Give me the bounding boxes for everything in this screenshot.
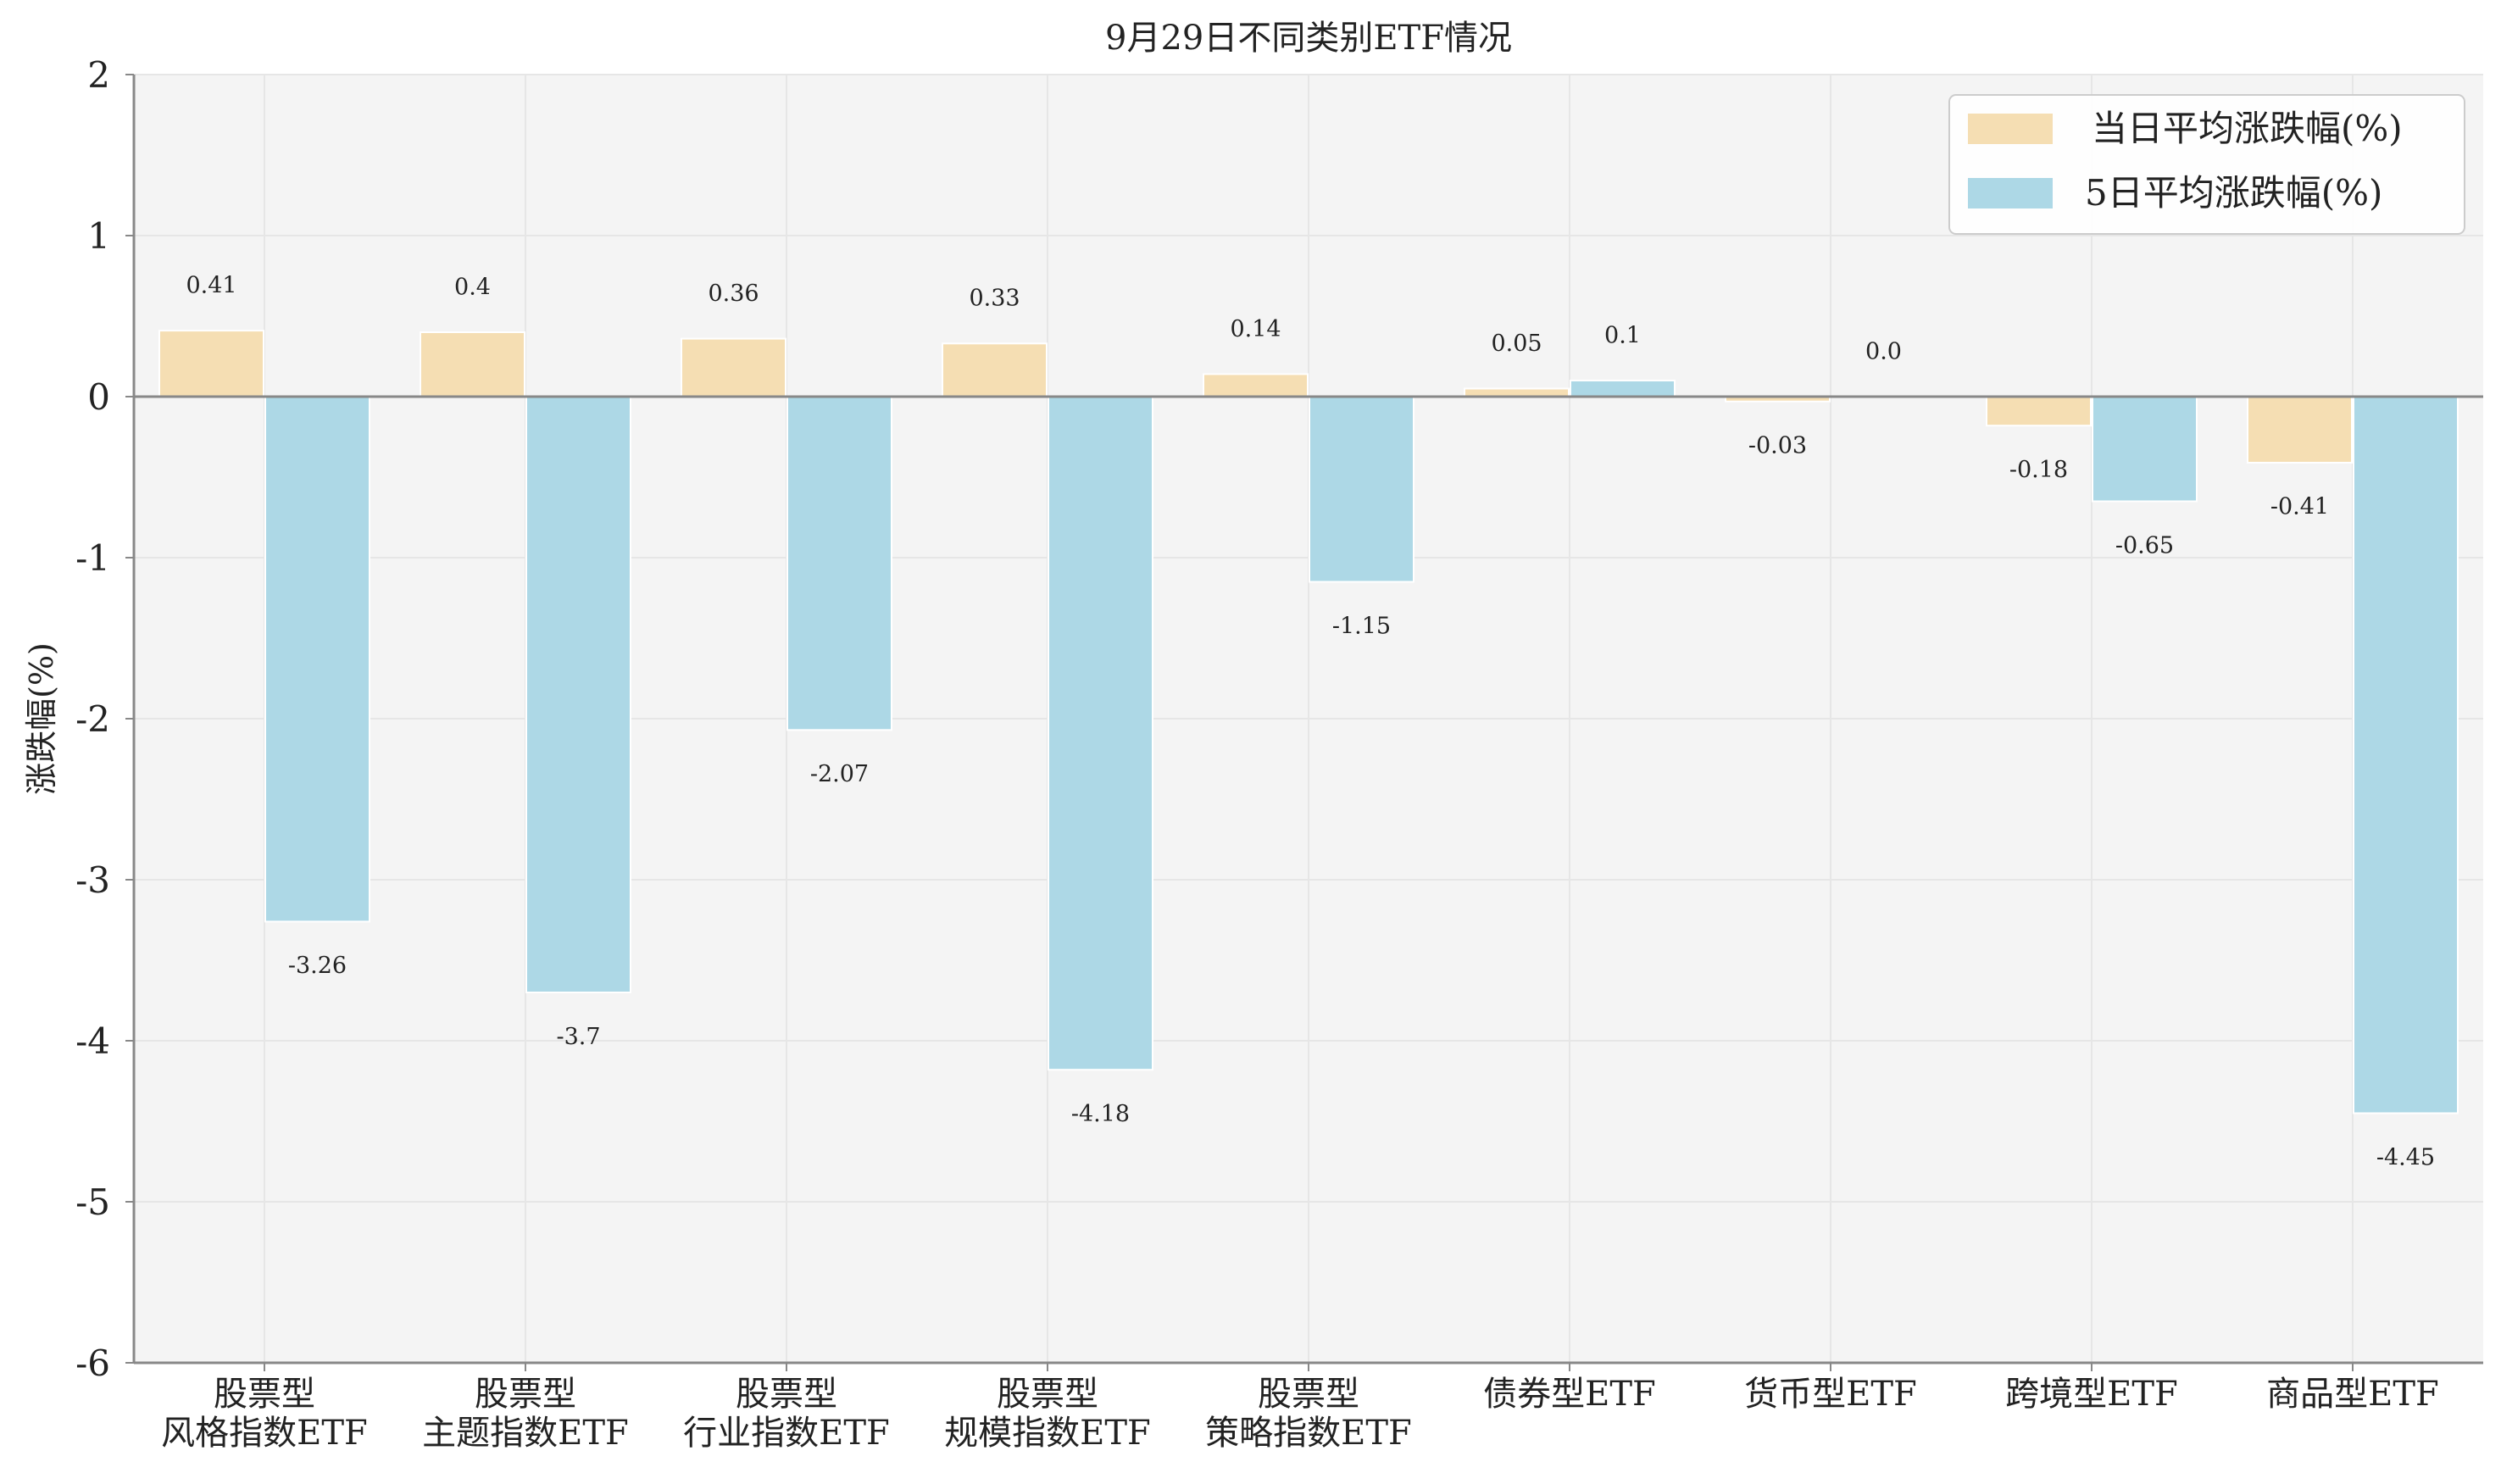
bar-series-1-cat-3 (1048, 396, 1153, 1071)
x-tick-label-1: 股票型主题指数ETF (422, 1375, 629, 1453)
data-label-series-0-cat-6: -0.03 (1748, 433, 1807, 459)
bar-series-0-cat-3 (942, 342, 1048, 397)
legend-swatch-daily (1968, 114, 2053, 144)
x-tick-label-line-3-0: 股票型 (997, 1375, 1098, 1414)
bar-series-0-cat-7 (1986, 396, 2092, 427)
legend-label-5day: 5日平均涨跌幅(%) (2085, 172, 2382, 214)
bar-series-1-cat-1 (525, 396, 631, 993)
x-tick-label-5: 债券型ETF (1483, 1375, 1656, 1414)
x-tick-label-line-0-1: 风格指数ETF (161, 1414, 368, 1453)
axes-layer: 210-1-2-3-4-5-6股票型风格指数ETF股票型主题指数ETF股票型行业… (75, 54, 2483, 1453)
x-tick-label-line-8-0: 商品型ETF (2266, 1375, 2439, 1414)
x-tick-label-3: 股票型规模指数ETF (944, 1375, 1151, 1453)
x-tick-label-line-1-0: 股票型 (475, 1375, 576, 1414)
y-tick-label-3: -1 (75, 537, 110, 579)
chart-title: 9月29日不同类别ETF情况 (1105, 19, 1512, 58)
bar-series-0-cat-4 (1203, 373, 1309, 397)
data-label-series-1-cat-8: -4.45 (2376, 1144, 2435, 1170)
legend-swatch-5day (1968, 178, 2053, 208)
data-label-series-1-cat-6: 0.0 (1865, 338, 1902, 364)
x-tick-label-7: 跨境型ETF (2005, 1375, 2178, 1414)
y-tick-label-1: 1 (87, 215, 110, 257)
y-tick-label-6: -4 (75, 1020, 110, 1062)
data-label-series-0-cat-1: 0.4 (454, 274, 491, 300)
bar-series-0-cat-8 (2247, 396, 2353, 464)
data-label-series-0-cat-4: 0.14 (1230, 316, 1281, 342)
x-tick-label-line-4-0: 股票型 (1258, 1375, 1359, 1414)
legend-box (1948, 94, 2465, 235)
x-tick-label-line-0-0: 股票型 (214, 1375, 315, 1414)
data-label-series-1-cat-0: -3.26 (288, 953, 347, 979)
y-tick-label-2: 0 (87, 376, 110, 418)
y-tick-label-7: -5 (75, 1181, 110, 1223)
legend: 当日平均涨跌幅(%) 5日平均涨跌幅(%) (1948, 94, 2465, 235)
bar-series-1-cat-7 (2092, 396, 2198, 503)
x-tick-label-0: 股票型风格指数ETF (161, 1375, 368, 1453)
y-tick-label-4: -2 (75, 698, 110, 740)
y-axis-label: 涨跌幅(%) (23, 642, 60, 795)
x-tick-label-6: 货币型ETF (1744, 1375, 1917, 1414)
data-label-series-1-cat-3: -4.18 (1071, 1101, 1130, 1127)
data-label-series-1-cat-5: 0.1 (1604, 322, 1641, 348)
bars-layer (158, 330, 2459, 1114)
data-label-series-0-cat-2: 0.36 (708, 281, 759, 307)
y-tick-label-5: -3 (75, 859, 110, 901)
bar-series-0-cat-1 (420, 331, 525, 397)
data-label-series-1-cat-7: -0.65 (2115, 532, 2174, 559)
bar-series-0-cat-2 (681, 337, 786, 398)
labels-layer: 0.41 0.4 0.36 0.33 0.14 0.05 -0.03 -0.18 -0.41 -3… (186, 272, 2435, 1170)
y-tick-label-8: -6 (75, 1342, 110, 1384)
data-label-series-0-cat-8: -0.41 (2270, 494, 2329, 520)
data-label-series-0-cat-7: -0.18 (2009, 457, 2068, 483)
bar-series-1-cat-5 (1570, 380, 1676, 397)
legend-label-daily: 当日平均涨跌幅(%) (2092, 108, 2403, 149)
x-tick-label-2: 股票型行业指数ETF (683, 1375, 890, 1453)
x-tick-label-line-5-0: 债券型ETF (1483, 1375, 1656, 1414)
data-label-series-0-cat-5: 0.05 (1491, 331, 1542, 357)
data-label-series-0-cat-0: 0.41 (186, 272, 236, 298)
x-tick-label-line-2-0: 股票型 (736, 1375, 837, 1414)
y-tick-label-0: 2 (87, 54, 110, 96)
x-tick-label-line-4-1: 策略指数ETF (1205, 1414, 1412, 1453)
bar-series-1-cat-0 (264, 396, 370, 923)
data-label-series-0-cat-3: 0.33 (969, 286, 1020, 312)
data-label-series-1-cat-2: -2.07 (810, 761, 869, 787)
x-tick-label-line-2-1: 行业指数ETF (683, 1414, 890, 1453)
x-tick-label-line-7-0: 跨境型ETF (2005, 1375, 2178, 1414)
x-tick-label-line-1-1: 主题指数ETF (422, 1414, 629, 1453)
bar-series-1-cat-2 (786, 396, 892, 731)
bar-series-0-cat-0 (158, 330, 264, 398)
data-label-series-1-cat-4: -1.15 (1332, 613, 1391, 639)
x-tick-label-8: 商品型ETF (2266, 1375, 2439, 1414)
x-tick-label-line-6-0: 货币型ETF (1744, 1375, 1917, 1414)
x-tick-label-4: 股票型策略指数ETF (1205, 1375, 1412, 1453)
bar-series-1-cat-4 (1309, 396, 1414, 583)
x-tick-label-line-3-1: 规模指数ETF (944, 1414, 1151, 1453)
bar-series-1-cat-8 (2353, 396, 2459, 1114)
data-label-series-1-cat-1: -3.7 (556, 1024, 600, 1050)
